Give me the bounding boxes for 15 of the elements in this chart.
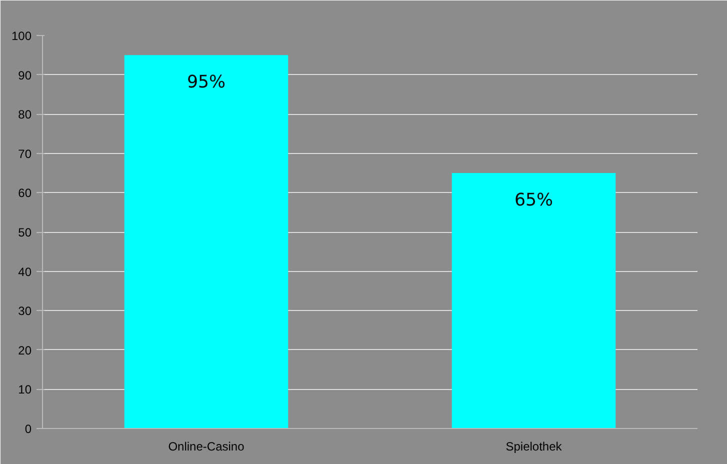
y-tick-label: 30	[18, 304, 32, 318]
y-tick-label: 20	[18, 343, 32, 358]
data-label: 95%	[186, 72, 226, 93]
data-label: 65%	[514, 190, 554, 211]
y-tick-label: 10	[18, 382, 32, 397]
x-tick-label: Spielothek	[506, 440, 563, 454]
y-tick-label: 100	[11, 29, 32, 43]
y-tick-label: 0	[24, 422, 32, 436]
y-tick-label: 90	[18, 68, 32, 82]
y-tick-label: 80	[18, 108, 32, 122]
y-tick-label: 60	[18, 186, 32, 200]
x-tick-label: Online-Casino	[168, 440, 245, 454]
y-tick-label: 50	[18, 226, 32, 240]
y-tick-label: 70	[18, 146, 32, 161]
y-tick-label: 40	[18, 264, 32, 279]
